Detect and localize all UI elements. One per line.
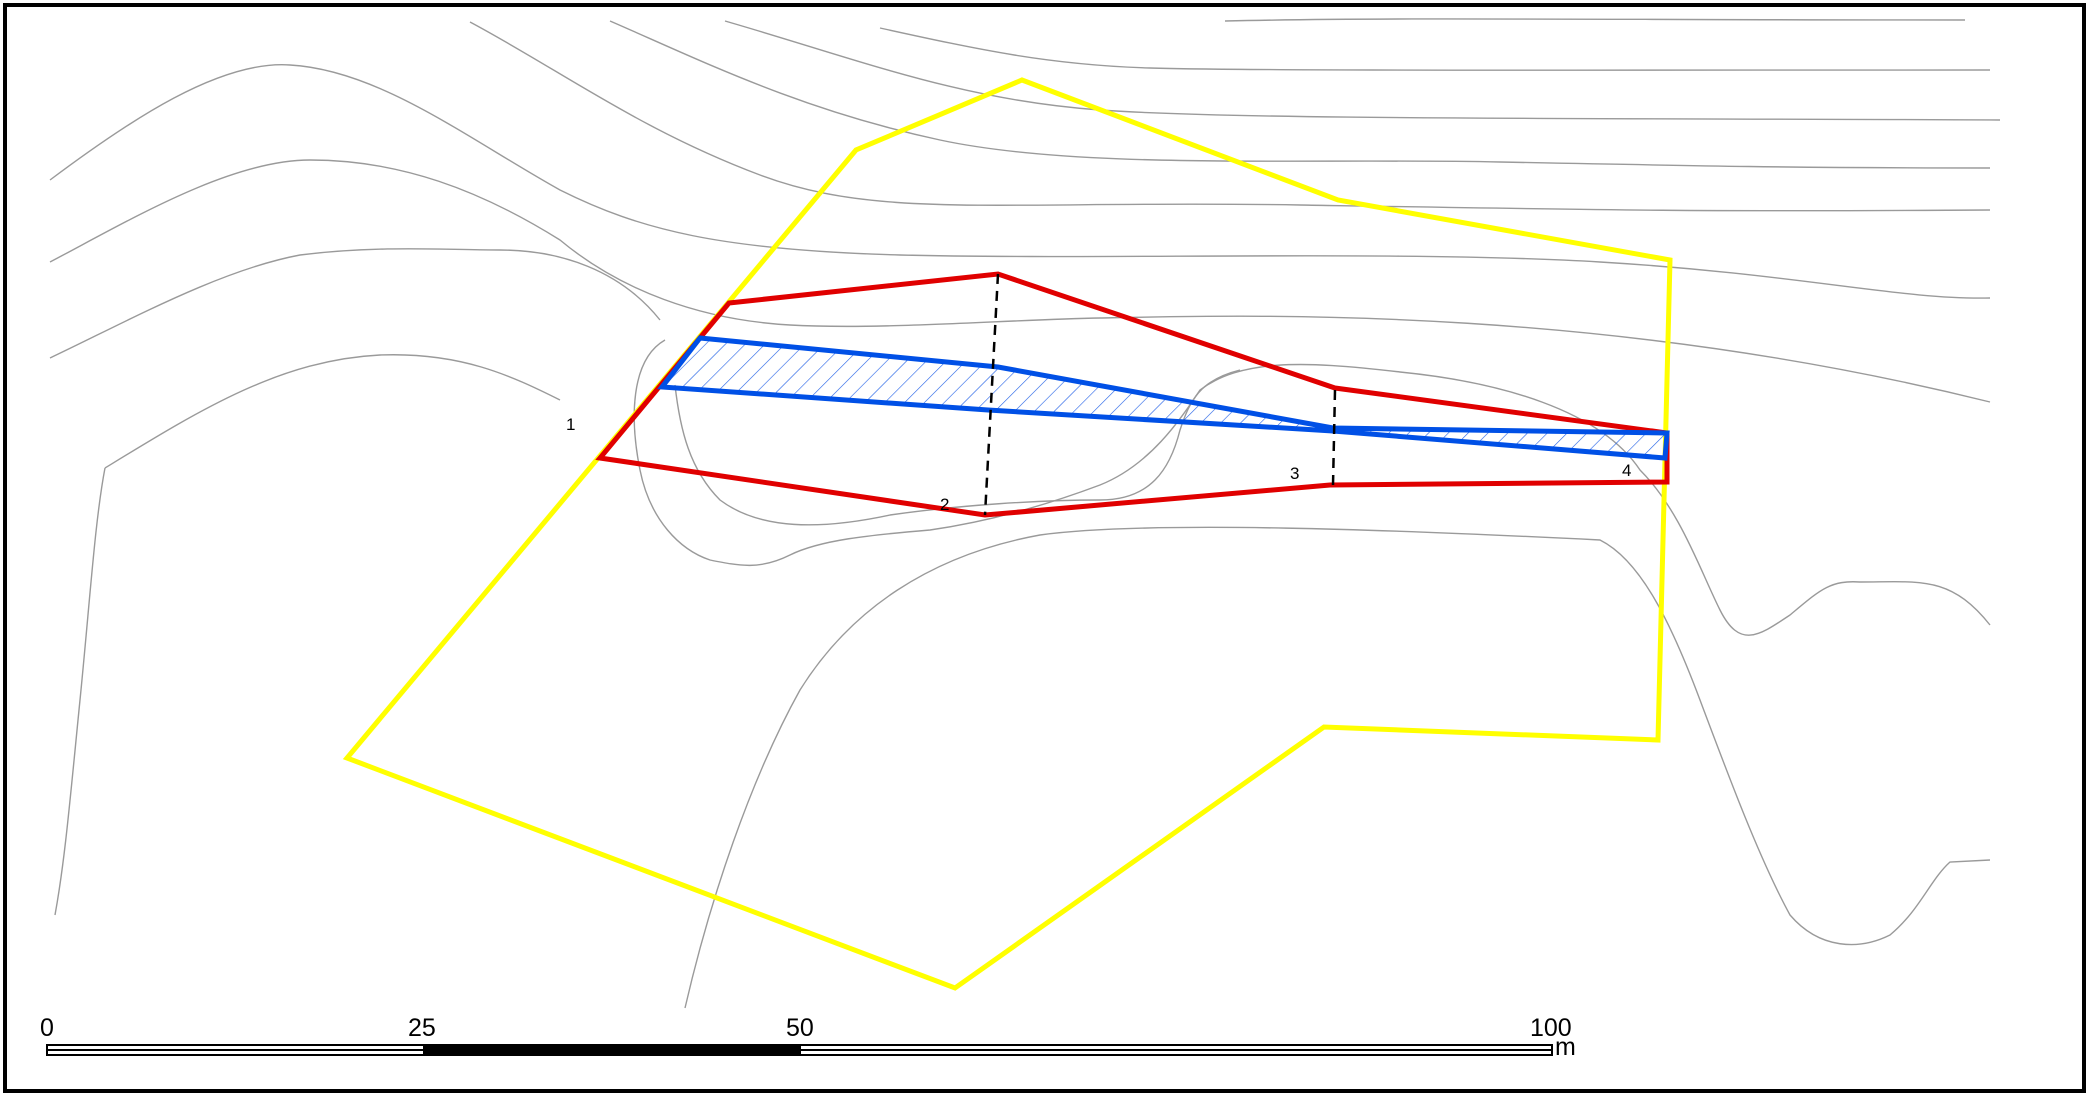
- blue-hatched-band: [657, 335, 1670, 461]
- contour-line: [104, 354, 561, 469]
- scale-tick-label-100: 100: [1530, 1014, 1572, 1042]
- contour-line: [674, 369, 1241, 526]
- section-line-2: [983, 273, 1000, 516]
- scale-tick-label-25: 25: [408, 1014, 436, 1042]
- contour-line: [49, 248, 661, 359]
- contour-line: [724, 20, 2001, 121]
- scale-bar: 0 25 50 100 m: [40, 1014, 1576, 1061]
- scale-tick-label-50: 50: [786, 1014, 814, 1042]
- scale-unit-label: m: [1555, 1033, 1576, 1061]
- contour-lines: [49, 18, 2001, 1009]
- section-label-1: 1: [566, 415, 575, 434]
- scale-tick-label-0: 0: [40, 1014, 54, 1042]
- contour-line: [879, 27, 1991, 71]
- section-label-3: 3: [1290, 464, 1299, 483]
- section-label-4: 4: [1622, 461, 1631, 480]
- contour-line: [1224, 18, 1966, 22]
- contour-line: [684, 526, 1991, 1009]
- map-border: [3, 3, 2086, 1093]
- contour-line: [469, 21, 1991, 212]
- red-polygon: [595, 271, 1670, 518]
- contour-line: [609, 20, 1991, 169]
- contour-line: [54, 467, 106, 916]
- contour-line: [633, 339, 1991, 636]
- contour-line: [49, 159, 1991, 403]
- section-label-2: 2: [940, 495, 949, 514]
